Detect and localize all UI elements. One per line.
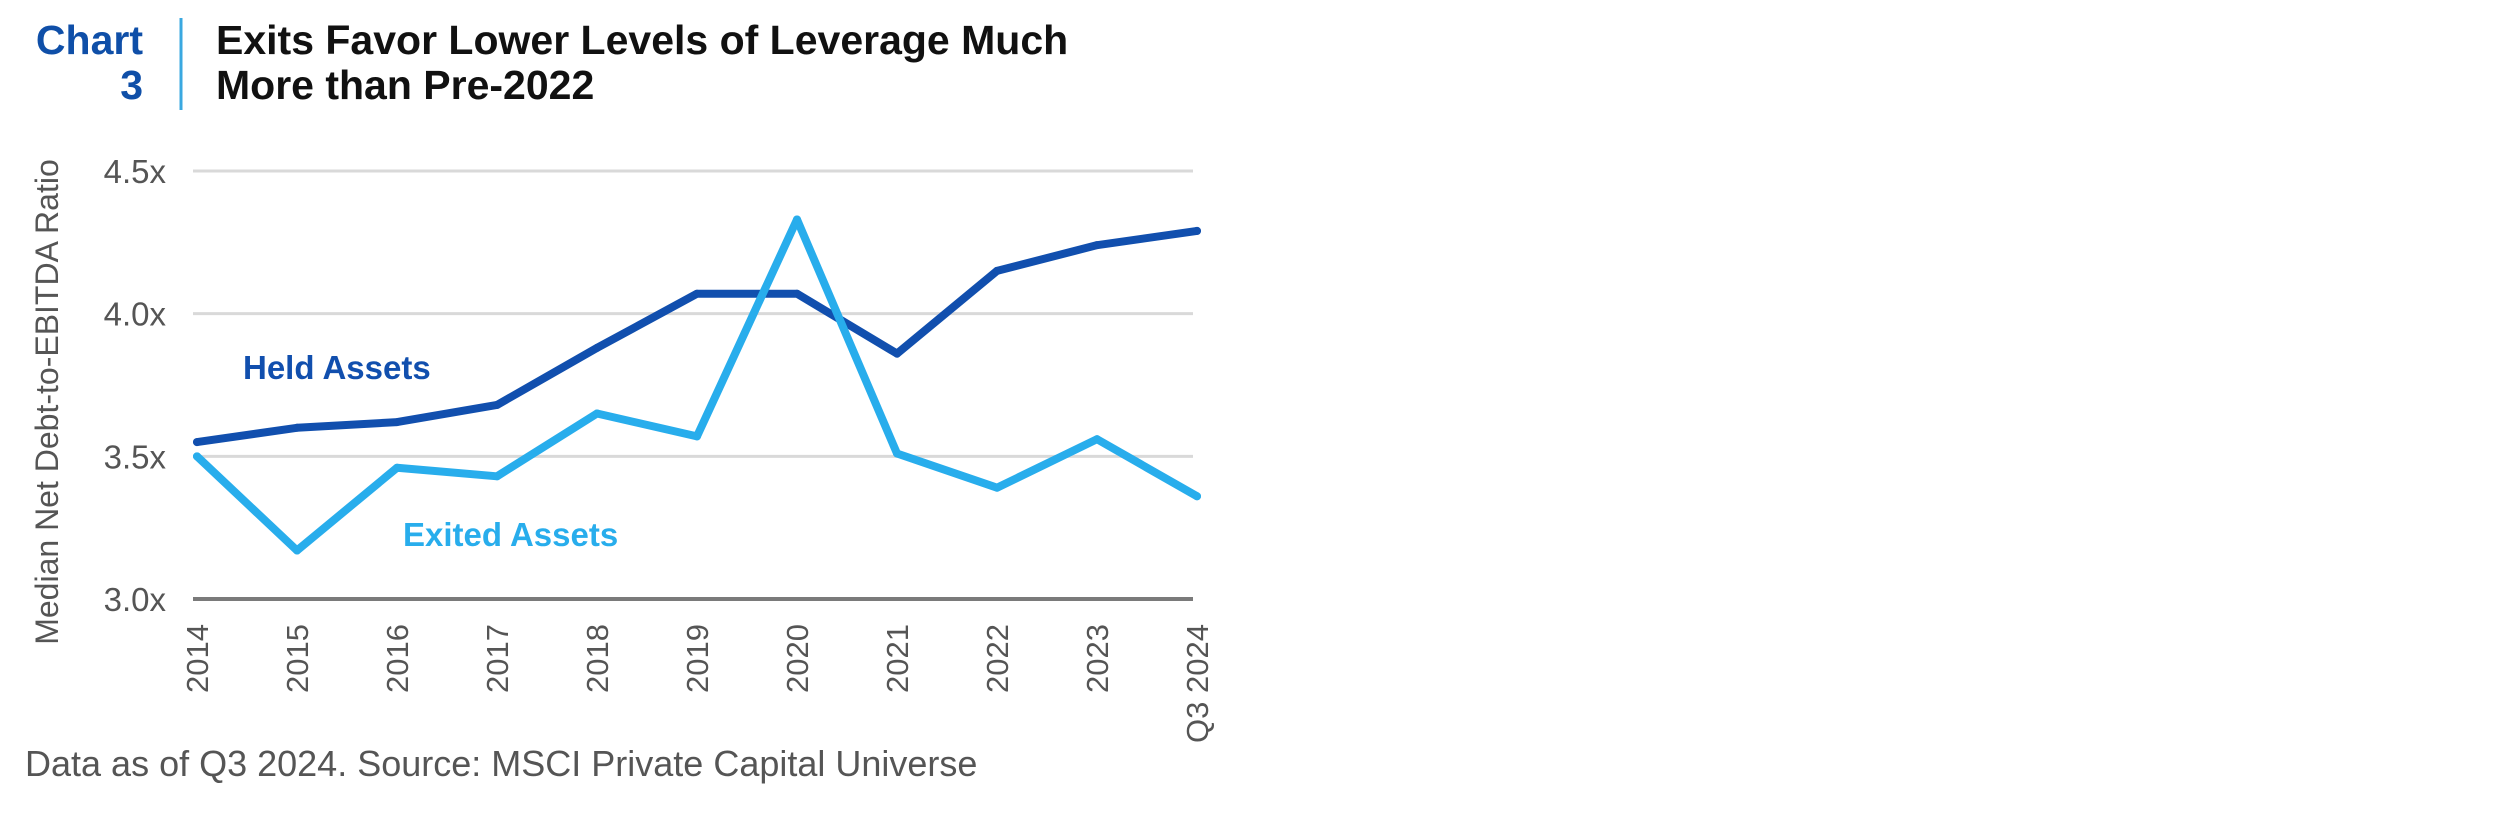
data-point-held-assets-2023 <box>1093 241 1101 250</box>
x-tick-label: 2014 <box>180 624 215 693</box>
series-line-held-assets <box>193 226 1201 447</box>
series-lines <box>193 215 1201 555</box>
chart-word: Chart <box>36 17 143 63</box>
x-tick-label: 2016 <box>380 624 415 693</box>
source-note: Data as of Q3 2024. Source: MSCI Private… <box>25 743 977 784</box>
data-point-exited-assets-2018 <box>593 409 601 418</box>
data-point-held-assets-2018 <box>593 343 601 352</box>
chart-header: Chart 3 Exits Favor Lower Levels of Leve… <box>36 17 1068 110</box>
data-point-held-assets-2014 <box>193 438 201 447</box>
data-point-exited-assets-2021 <box>893 449 901 458</box>
y-axis-title: Median Net Debt-to-EBITDA Ratio <box>29 159 65 645</box>
data-point-held-assets-2017 <box>493 400 501 409</box>
x-tick-label: 2022 <box>980 624 1015 693</box>
data-point-held-assets-2020 <box>793 289 801 298</box>
x-tick-label: 2021 <box>880 624 915 693</box>
y-axis-ticks: 3.0x 3.5x 4.0x 4.5x <box>104 153 167 618</box>
x-tick-label: 2017 <box>480 624 515 693</box>
x-tick-label: Q3 2024 <box>1180 624 1215 743</box>
data-point-exited-assets-2019 <box>693 432 701 441</box>
x-axis-ticks: 2014 2015 2016 2017 2018 2019 2020 2021 2022 2023… <box>180 624 1215 743</box>
data-point-exited-assets-2020 <box>793 215 801 224</box>
data-point-held-assets-q3-2024 <box>1193 226 1201 235</box>
data-point-exited-assets-2015 <box>293 546 301 555</box>
y-tick-label: 3.0x <box>104 581 167 618</box>
data-point-exited-assets-2014 <box>193 452 201 461</box>
data-point-held-assets-2021 <box>893 349 901 358</box>
chart-title-line-2: More than Pre-2022 <box>216 62 594 108</box>
y-tick-label: 4.0x <box>104 296 167 333</box>
y-tick-label: 4.5x <box>104 153 167 190</box>
y-tick-label: 3.5x <box>104 438 167 475</box>
data-point-exited-assets-2023 <box>1093 435 1101 444</box>
data-point-held-assets-2016 <box>393 418 401 427</box>
series-label-exited-assets: Exited Assets <box>403 516 618 553</box>
x-tick-label: 2018 <box>580 624 615 693</box>
series-label-held-assets: Held Assets <box>243 349 431 386</box>
data-point-exited-assets-2022 <box>993 483 1001 492</box>
x-tick-label: 2020 <box>780 624 815 693</box>
x-tick-label: 2015 <box>280 624 315 693</box>
x-tick-label: 2023 <box>1080 624 1115 693</box>
chart-title-line-1: Exits Favor Lower Levels of Leverage Muc… <box>216 17 1068 63</box>
data-point-held-assets-2022 <box>993 266 1001 275</box>
chart-number: 3 <box>120 62 143 108</box>
x-tick-label: 2019 <box>680 624 715 693</box>
data-point-exited-assets-2016 <box>393 463 401 472</box>
gridlines <box>193 169 1193 458</box>
data-point-held-assets-2019 <box>693 289 701 298</box>
data-point-exited-assets-2017 <box>493 472 501 481</box>
data-point-held-assets-2015 <box>293 423 301 432</box>
data-point-exited-assets-q3-2024 <box>1193 492 1201 501</box>
